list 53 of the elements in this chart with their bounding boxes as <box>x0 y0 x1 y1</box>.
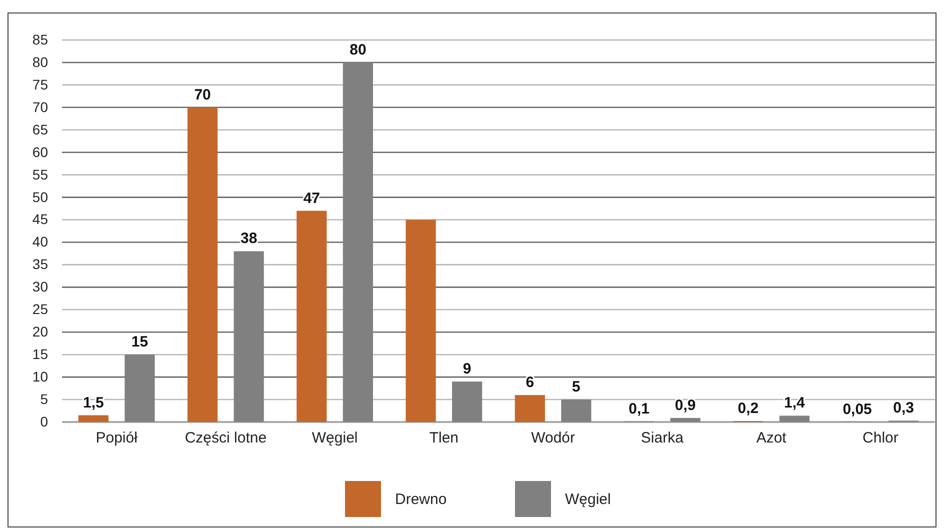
data-label: 5 <box>572 378 580 396</box>
y-tick-label: 70 <box>32 98 48 115</box>
x-tick-label: Części lotne <box>184 430 267 447</box>
x-tick-label: Azot <box>756 430 788 447</box>
bar <box>779 416 810 422</box>
bar <box>514 395 545 422</box>
y-tick-label: 30 <box>32 278 48 295</box>
x-tick-label: Tlen <box>429 430 459 447</box>
x-tick-label: Chlor <box>862 430 898 447</box>
data-label: 6 <box>526 374 534 392</box>
bar <box>296 210 327 422</box>
y-tick-label: 10 <box>32 368 48 385</box>
legend-label: Węgiel <box>565 491 611 508</box>
data-label: 1,5 <box>82 394 104 412</box>
y-tick-label: 45 <box>32 211 48 228</box>
data-label: 70 <box>194 86 211 104</box>
y-tick-label: 50 <box>32 188 48 205</box>
bar <box>187 107 218 422</box>
y-tick-label: 60 <box>32 144 48 160</box>
x-tick-label: Węgiel <box>312 430 358 447</box>
bar <box>234 251 264 422</box>
data-label: 0,2 <box>738 400 759 418</box>
bar <box>670 418 700 422</box>
data-label: 1,4 <box>784 394 806 412</box>
data-label: 0,1 <box>628 400 650 418</box>
data-label: 0,9 <box>674 396 696 414</box>
y-tick-label: 0 <box>40 413 48 430</box>
bar <box>406 220 436 422</box>
y-tick-label: 75 <box>32 76 48 92</box>
x-tick-label: Wodór <box>531 430 576 447</box>
x-tick-label: Siarka <box>640 430 684 447</box>
bar <box>124 354 155 422</box>
data-label: 80 <box>350 41 366 58</box>
data-label: 0,3 <box>893 400 914 417</box>
y-tick-label: 20 <box>32 324 48 340</box>
bar <box>452 382 482 422</box>
y-tick-label: 65 <box>32 121 48 138</box>
y-tick-label: 55 <box>32 166 48 182</box>
y-tick-label: 80 <box>32 54 48 70</box>
y-tick-label: 85 <box>32 31 48 48</box>
x-tick-label: Popiół <box>96 430 138 447</box>
y-tick-label: 5 <box>40 391 48 408</box>
y-tick-label: 35 <box>32 256 48 272</box>
bar <box>561 400 592 422</box>
bar <box>342 62 374 422</box>
bar <box>78 415 108 422</box>
y-tick-label: 25 <box>32 301 48 318</box>
data-label: 15 <box>131 334 148 351</box>
legend-label: Drewno <box>395 491 447 508</box>
y-tick-label: 40 <box>32 234 48 250</box>
data-label: 0,05 <box>842 400 872 418</box>
data-label: 9 <box>462 360 472 378</box>
y-tick-label: 15 <box>32 346 48 362</box>
